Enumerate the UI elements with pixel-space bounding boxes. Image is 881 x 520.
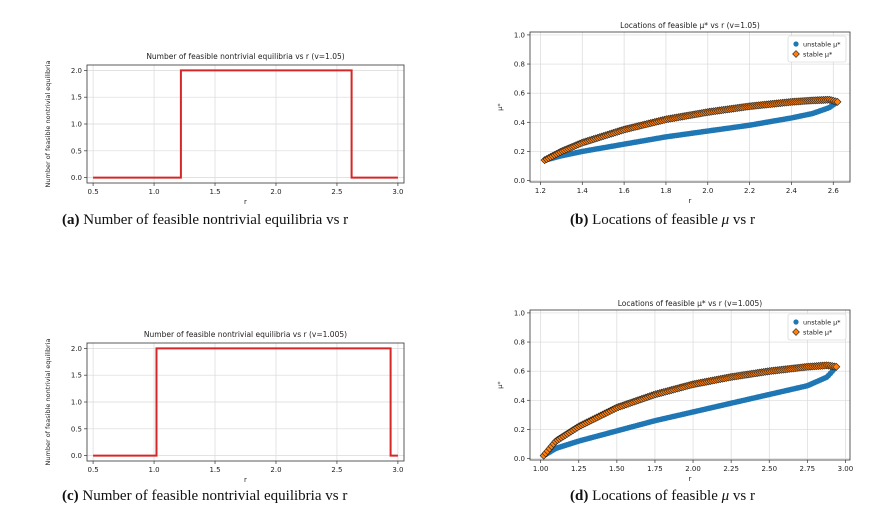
x-tick-label: 3.0 xyxy=(392,466,403,474)
x-tick-label: 0.5 xyxy=(88,466,99,474)
plot-frame xyxy=(86,64,405,184)
caption-a: (a) Number of feasible nontrivial equili… xyxy=(62,212,349,228)
legend-label: stable μ* xyxy=(803,329,833,337)
x-axis-label: r xyxy=(689,197,692,205)
panel-c: 0.5 1.0 1.5 2.0 2.5 3.0 0.0 0.5 1.0 1.5 2.0 Number … xyxy=(40,328,410,508)
x-tick-label: 1.00 xyxy=(533,465,549,473)
caption-d: (d) Locations of feasible μ vs r xyxy=(570,488,756,504)
chart-title: Number of feasible nontrivial equilibria… xyxy=(144,330,347,339)
x-tick-label: 1.50 xyxy=(609,465,625,473)
legend-marker-unstable xyxy=(793,41,799,47)
y-tick-label: 1.5 xyxy=(71,94,82,102)
plot-frame xyxy=(529,31,851,183)
x-tick-label: 2.0 xyxy=(702,187,713,195)
chart-a: 0.5 1.0 1.5 2.0 2.5 3.0 0.0 0.5 1.0 1.5 2.0 Number … xyxy=(44,52,405,206)
y-tick-label: 1.5 xyxy=(71,372,82,380)
y-tick-label: 0.4 xyxy=(514,397,526,405)
x-tick-label: 1.6 xyxy=(619,187,631,195)
step-line xyxy=(93,347,398,457)
chart-c: 0.5 1.0 1.5 2.0 2.5 3.0 0.0 0.5 1.0 1.5 2.0 Number … xyxy=(44,330,405,484)
y-tick-label: 0.2 xyxy=(514,148,525,156)
stable-point xyxy=(832,362,841,371)
y-tick-label: 1.0 xyxy=(514,31,525,39)
y-tick-label: 0.4 xyxy=(514,119,526,127)
legend-marker-stable xyxy=(792,50,800,58)
y-tick-label: 0.0 xyxy=(71,174,82,182)
y-tick-label: 0.6 xyxy=(514,90,526,98)
x-tick-label: 2.4 xyxy=(786,187,798,195)
x-axis-label: r xyxy=(689,475,692,483)
x-tick-label: 1.0 xyxy=(148,466,159,474)
x-tick-label: 1.8 xyxy=(660,187,671,195)
x-tick-label: 2.50 xyxy=(761,465,777,473)
x-tick-label: 1.2 xyxy=(535,187,546,195)
y-tick-label: 0.5 xyxy=(71,425,82,433)
step-line xyxy=(93,69,398,179)
chart-title: Locations of feasible μ* vs r (v=1.05) xyxy=(620,21,760,30)
chart-d: 1.00 1.25 1.50 1.75 2.00 2.25 2.50 2.75 3.00 0.0 0… xyxy=(496,299,854,483)
y-tick-label: 2.0 xyxy=(71,67,82,75)
x-tick-label: 2.0 xyxy=(270,466,281,474)
y-axis-label: Number of feasible nontrivial equilibria xyxy=(44,61,52,188)
chart-b: 1.2 1.4 1.6 1.8 2.0 2.2 2.4 2.6 0.0 0.2 0.4 0.6 0.8 1… xyxy=(496,21,851,205)
y-tick-label: 1.0 xyxy=(71,399,82,407)
chart-title: Number of feasible nontrivial equilibria… xyxy=(146,52,344,61)
x-tick-label: 1.5 xyxy=(209,188,220,196)
x-tick-label: 1.5 xyxy=(209,466,220,474)
x-tick-label: 2.75 xyxy=(800,465,816,473)
caption-b: (b) Locations of feasible μ vs r xyxy=(570,212,756,228)
x-axis-label: r xyxy=(244,476,247,484)
x-tick-label: 2.5 xyxy=(331,466,342,474)
y-axis-label: μ* xyxy=(496,381,504,389)
legend-marker-stable xyxy=(792,328,800,336)
x-axis-label: r xyxy=(244,198,247,206)
legend-marker-unstable xyxy=(793,319,799,325)
x-tick-label: 1.0 xyxy=(148,188,159,196)
y-tick-label: 0.2 xyxy=(514,426,525,434)
y-tick-label: 1.0 xyxy=(514,309,525,317)
legend-box xyxy=(787,313,847,341)
x-tick-label: 2.2 xyxy=(744,187,755,195)
x-tick-label: 3.00 xyxy=(838,465,854,473)
stable-point xyxy=(833,97,842,106)
y-tick-label: 2.0 xyxy=(71,345,82,353)
y-tick-label: 0.8 xyxy=(514,339,525,347)
x-tick-label: 3.0 xyxy=(392,188,403,196)
legend-label: unstable μ* xyxy=(803,41,841,49)
x-tick-label: 2.6 xyxy=(828,187,840,195)
y-tick-label: 0.5 xyxy=(71,147,82,155)
y-tick-label: 0.0 xyxy=(71,452,82,460)
y-tick-label: 0.8 xyxy=(514,61,525,69)
x-tick-label: 1.75 xyxy=(647,465,663,473)
x-tick-label: 2.5 xyxy=(331,188,342,196)
y-axis-label: μ* xyxy=(496,103,504,111)
chart-title: Locations of feasible μ* vs r (v=1.005) xyxy=(618,299,763,308)
panel-b: 1.2 1.4 1.6 1.8 2.0 2.2 2.4 2.6 0.0 0.2 0.4 0.6 0.8 1… xyxy=(490,18,860,218)
y-tick-label: 0.0 xyxy=(514,177,525,185)
plot-frame xyxy=(529,309,851,461)
y-axis-label: Number of feasible nontrivial equilibria xyxy=(44,339,52,466)
legend-label: stable μ* xyxy=(803,51,833,59)
legend-box xyxy=(787,35,847,63)
x-tick-label: 0.5 xyxy=(88,188,99,196)
y-tick-label: 0.0 xyxy=(514,455,525,463)
panel-d: 1.00 1.25 1.50 1.75 2.00 2.25 2.50 2.75 3.00 0.0 0… xyxy=(490,296,860,496)
plot-frame xyxy=(86,342,405,462)
x-tick-label: 2.0 xyxy=(270,188,281,196)
x-tick-label: 1.4 xyxy=(577,187,589,195)
x-tick-label: 2.25 xyxy=(723,465,739,473)
y-tick-label: 0.6 xyxy=(514,368,526,376)
legend-label: unstable μ* xyxy=(803,319,841,327)
panel-a: 0.5 1.0 1.5 2.0 2.5 3.0 0.0 0.5 1.0 1.5 2.0 Number … xyxy=(40,50,410,230)
x-tick-label: 1.25 xyxy=(571,465,587,473)
y-tick-label: 1.0 xyxy=(71,121,82,129)
x-tick-label: 2.00 xyxy=(685,465,701,473)
caption-c: (c) Number of feasible nontrivial equili… xyxy=(62,488,348,504)
